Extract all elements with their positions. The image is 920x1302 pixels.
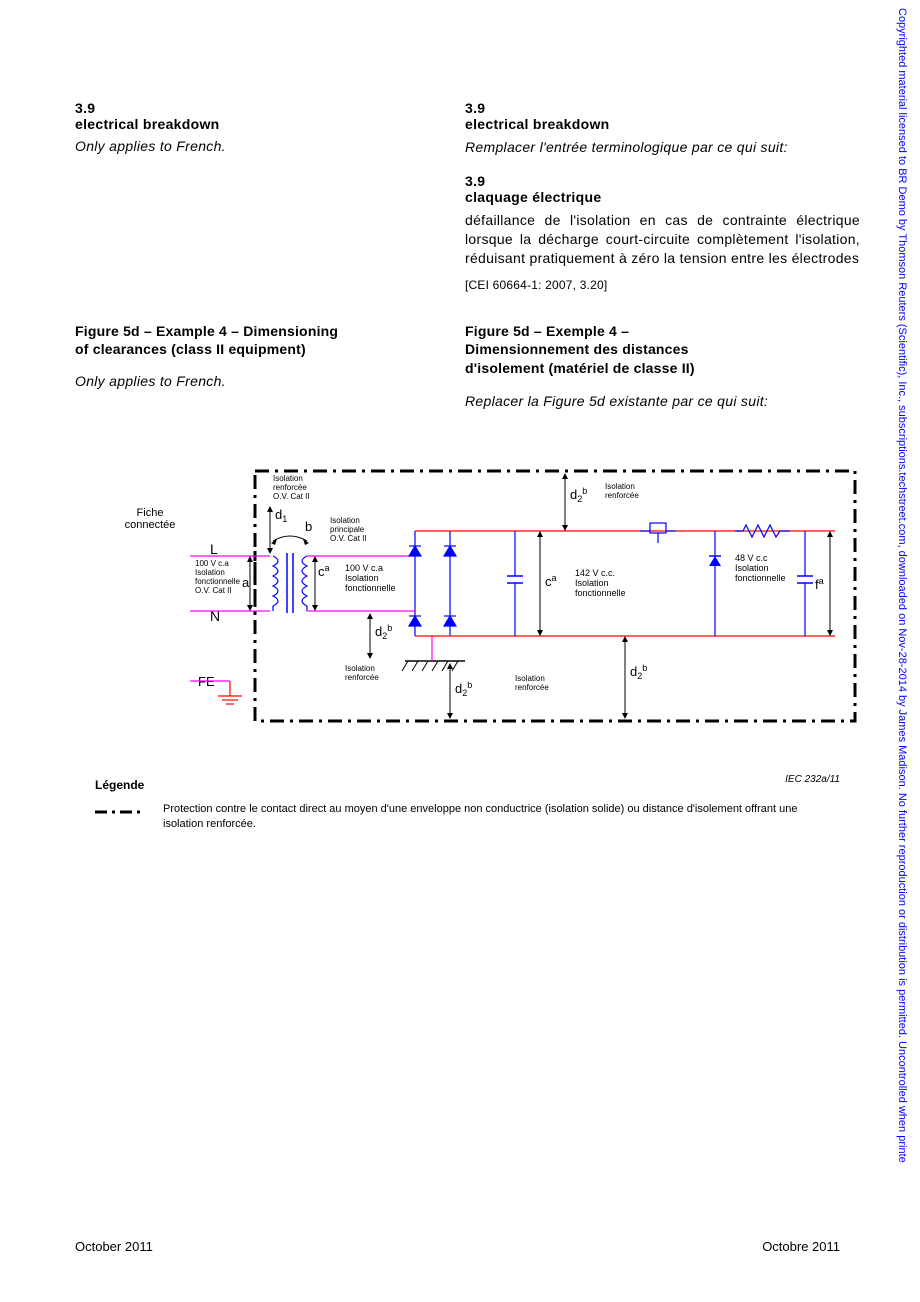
legend-title: Légende: [95, 778, 144, 792]
sec-ref: [CEI 60664-1: 2007, 3.20]: [465, 278, 860, 292]
transformer: [273, 553, 307, 613]
lbl-142: 142 V c.c. Isolation fonctionnelle: [575, 568, 626, 598]
lbl-b: b: [305, 519, 312, 534]
transistor: [640, 523, 676, 543]
legend-symbol: [95, 802, 145, 822]
sec-title: electrical breakdown: [75, 116, 435, 132]
sec-body: défaillance de l'isolation en cas de con…: [465, 211, 860, 268]
circuit-svg: Ficheconnectée L N FE 100 V c.a Isolatio…: [95, 461, 875, 761]
col-right: 3.9 electrical breakdown Remplacer l'ent…: [465, 100, 860, 292]
lbl-iso-renf-mid: Isolation renforcée: [515, 674, 549, 692]
legend-text: Protection contre le contact direct au m…: [163, 802, 860, 832]
chassis-ground: [402, 661, 465, 671]
fig-title: Figure 5d – Exemple 4 – Dimensionnement …: [465, 322, 860, 379]
fig-note: Replacer la Figure 5d existante par ce q…: [465, 392, 860, 411]
section-3-9: 3.9 electrical breakdown Only applies to…: [75, 100, 860, 292]
fig-head-left: Figure 5d – Example 4 – Dimensioning of …: [75, 322, 435, 412]
circuit-diagram: Ficheconnectée L N FE 100 V c.a Isolatio…: [95, 461, 860, 832]
lbl-48: 48 V c.c Isolation fonctionnelle: [735, 553, 786, 583]
page-footer: October 2011 Octobre 2011: [75, 1239, 840, 1254]
legend-row: Protection contre le contact direct au m…: [95, 802, 860, 832]
sec-note: Only applies to French.: [75, 138, 435, 154]
lbl-iso-renf-top: Isolation renforcée: [605, 482, 639, 500]
lbl-iso-renf-1: Isolation renforcée: [345, 664, 379, 682]
sec-title: electrical breakdown: [465, 116, 860, 132]
sec-num: 3.9: [465, 100, 860, 116]
lbl-d2b-3: d2b: [630, 663, 647, 681]
lbl-fa: fa: [815, 576, 824, 592]
lbl-iso-princ: Isolation principale O.V. Cat II: [330, 516, 367, 543]
fig-head-right: Figure 5d – Exemple 4 – Dimensionnement …: [465, 322, 860, 412]
page-content: 3.9 electrical breakdown Only applies to…: [0, 0, 920, 872]
lbl-100va-left: 100 V c.a Isolation fonctionnelle O.V. C…: [195, 559, 242, 595]
sec-num: 3.9: [75, 100, 435, 116]
col-left: 3.9 electrical breakdown Only applies to…: [75, 100, 435, 292]
sec-num-2: 3.9: [465, 173, 860, 189]
lbl-a: a: [242, 575, 250, 590]
lbl-ca: ca: [318, 563, 330, 579]
figure-heading-row: Figure 5d – Example 4 – Dimensioning of …: [75, 322, 860, 412]
lbl-ca-2: ca: [545, 573, 557, 589]
fig-title: Figure 5d – Example 4 – Dimensioning of …: [75, 322, 435, 360]
iec-ref: IEC 232a/11: [785, 774, 860, 785]
watermark-strip: Copyrighted material licensed to BR Demo…: [894, 8, 912, 1298]
sec-note: Remplacer l'entrée terminologique par ce…: [465, 138, 860, 157]
lbl-d1: d1: [275, 507, 287, 524]
lbl-d2b-2: d2b: [455, 680, 472, 698]
sec-title-2: claquage électrique: [465, 189, 860, 205]
lbl-fiche: Ficheconnectée: [125, 507, 176, 531]
footer-left: October 2011: [75, 1239, 153, 1254]
lbl-L: L: [210, 541, 218, 557]
watermark-text: Copyrighted material licensed to BR Demo…: [896, 8, 908, 1163]
lbl-iso-renf-ov: Isolation renforcée O.V. Cat II: [273, 474, 310, 501]
fig-note: Only applies to French.: [75, 373, 435, 389]
diode-bridge: [405, 531, 456, 636]
lbl-d2b-1: d2b: [375, 623, 392, 641]
lbl-d2b-top: d2b: [570, 486, 587, 504]
lbl-100va-fonc: 100 V c.a Isolation fonctionnelle: [345, 563, 396, 593]
footer-right: Octobre 2011: [762, 1239, 840, 1254]
